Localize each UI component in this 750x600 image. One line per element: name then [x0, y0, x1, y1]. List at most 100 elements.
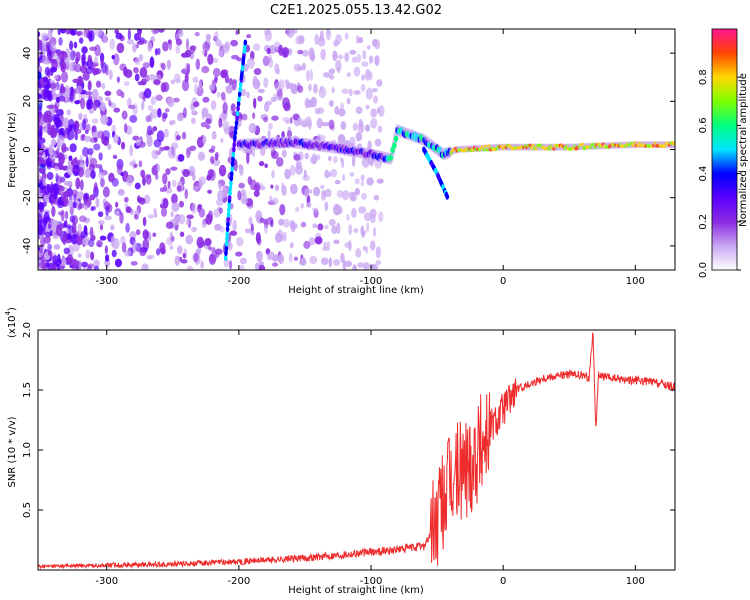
- spectrogram-speckle: [43, 211, 50, 223]
- spectrogram-speckle: [88, 238, 95, 248]
- spectrogram-speckle: [78, 37, 84, 44]
- spectrogram-speckle: [56, 108, 64, 117]
- spectrogram-speckle: [99, 235, 107, 241]
- snr-multiplier-base: (x104): [4, 307, 18, 338]
- spectrogram-speckle: [306, 69, 310, 82]
- spectrogram-speckle: [98, 152, 103, 161]
- spectrogram-speckle: [50, 82, 57, 89]
- spectrogram-speckle: [319, 85, 324, 93]
- spectrogram-speckle: [362, 49, 367, 60]
- spectrogram-speckle: [148, 73, 156, 81]
- spectrogram-speckle: [289, 223, 298, 229]
- spectrogram-speckle: [278, 253, 285, 265]
- spectrogram-speckle: [336, 205, 343, 215]
- spectrogram-speckle: [198, 241, 206, 247]
- spectrogram-speckle: [298, 35, 305, 45]
- spectrogram-speckle: [244, 228, 252, 234]
- spectrogram-speckle: [83, 192, 90, 200]
- spectrogram-speckle: [56, 199, 65, 209]
- ridge-mark: [392, 142, 397, 149]
- spectrogram-speckle: [324, 201, 329, 212]
- spectrogram-speckle: [228, 260, 233, 270]
- spectrogram-speckle: [184, 188, 188, 200]
- spectrogram-speckle: [331, 86, 335, 94]
- spectrogram-speckle: [57, 29, 61, 36]
- spectrogram-speckle: [337, 67, 341, 74]
- spectrogram-speckle: [90, 251, 95, 261]
- spectrogram-speckle: [177, 29, 184, 38]
- spectrogram-speckle: [355, 106, 363, 114]
- spectrogram-speckle: [82, 119, 87, 131]
- spectrogram-speckle: [330, 168, 338, 178]
- spectrogram-speckle: [320, 184, 325, 190]
- spectrogram-speckle: [177, 154, 185, 162]
- spectrogram-speckle: [179, 231, 185, 238]
- spectrogram-speckle: [258, 161, 265, 167]
- snr-x-tick-label: -100: [360, 576, 383, 587]
- spectrogram-speckle: [321, 134, 326, 141]
- spectrogram-speckle: [257, 264, 266, 270]
- spectrogram-speckle: [84, 168, 90, 179]
- spectrogram-speckle: [278, 218, 285, 226]
- spectrogram-speckle: [63, 247, 71, 255]
- spectrogram-speckle: [178, 214, 186, 225]
- spectrogram-speckle: [371, 38, 378, 47]
- spectrogram-y-tick-label: -20: [22, 190, 33, 206]
- spectrogram-speckle: [215, 251, 220, 258]
- spectrogram-speckle: [68, 155, 73, 161]
- spectrogram-speckle: [248, 122, 257, 134]
- spectrogram-speckle: [38, 151, 43, 157]
- spectrogram-speckle: [346, 72, 351, 78]
- spectrogram-speckle: [115, 201, 119, 208]
- spectrogram-speckle: [362, 262, 371, 270]
- spectrogram-speckle: [355, 247, 362, 258]
- spectrogram-speckle: [185, 38, 190, 51]
- spectrogram-speckle: [60, 29, 66, 34]
- spectrogram-speckle: [365, 87, 373, 100]
- branch-mark: [230, 160, 235, 167]
- spectrogram-speckle: [253, 190, 260, 198]
- spectrogram-speckle: [196, 86, 204, 97]
- spectrogram-speckle: [173, 97, 180, 103]
- spectrogram-speckle: [259, 217, 265, 224]
- spectrogram-speckle: [47, 117, 53, 123]
- spectrogram-speckle: [348, 88, 353, 97]
- spectrogram-speckle: [313, 83, 318, 94]
- spectrogram-speckle: [181, 79, 190, 92]
- spectrogram-speckle: [160, 207, 168, 217]
- spectrogram-speckle: [361, 61, 369, 67]
- spectrogram-speckle: [49, 66, 58, 73]
- spectrogram-speckle: [182, 169, 190, 178]
- spectrogram-speckle: [362, 245, 366, 251]
- spectrogram-speckle: [101, 82, 106, 90]
- spectrogram-speckle: [308, 189, 313, 194]
- spectrogram-speckle: [221, 69, 229, 76]
- snr-series-line: [38, 332, 675, 570]
- spectrogram-speckle: [133, 240, 137, 251]
- spectrogram-speckle: [369, 71, 373, 81]
- spectrogram-speckle: [111, 124, 117, 133]
- spectrogram-speckle: [223, 125, 231, 135]
- spectrogram-speckle: [317, 36, 326, 47]
- colorbar-tick-label: 0.8: [698, 69, 709, 85]
- spectrogram-y-tick-label: 40: [22, 47, 33, 60]
- spectrogram-speckle: [97, 211, 104, 218]
- spectrogram-speckle: [370, 108, 378, 118]
- spectrogram-speckle: [205, 118, 212, 124]
- spectrogram-speckle: [148, 129, 154, 135]
- spectrogram-speckle: [312, 207, 318, 212]
- snr-x-label: Height of straight line (km): [288, 585, 424, 596]
- spectrogram-speckle: [46, 104, 55, 109]
- branch-mark: [236, 105, 240, 112]
- snr-y-label: SNR (10 * v/v): [7, 416, 18, 487]
- spectrogram-speckle: [64, 210, 69, 220]
- spectrogram-speckle: [257, 95, 263, 102]
- spectrogram-speckle: [351, 56, 358, 63]
- spectrogram-speckle: [237, 190, 242, 201]
- spectrogram-speckle: [328, 68, 336, 75]
- spectrogram-speckle: [181, 131, 187, 140]
- branch-mark: [229, 170, 234, 177]
- colorbar-tick-label: 0.4: [698, 166, 709, 182]
- spectrogram-speckle: [38, 127, 42, 136]
- spectrogram-speckle: [57, 155, 65, 162]
